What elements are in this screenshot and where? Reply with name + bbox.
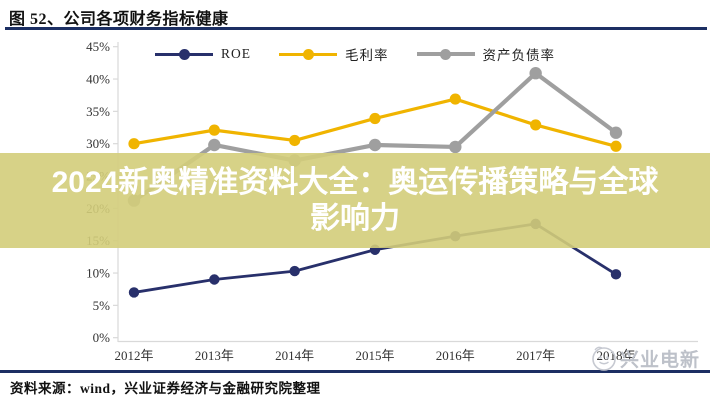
- legend-label: 资产负债率: [482, 48, 555, 63]
- svg-text:2015年: 2015年: [355, 348, 394, 363]
- banner-text-line1: 2024新奥精准资料大全：奥运传播策略与全球: [51, 165, 659, 199]
- figure-title: 图 52、公司各项财务指标健康: [9, 11, 229, 28]
- watermark: 兴业电新: [590, 344, 700, 372]
- banner-text-line2: 影响力: [310, 201, 400, 235]
- chart-legend: ROE 毛利率 资产负债率: [0, 44, 710, 64]
- legend-item-roe: ROE: [155, 46, 251, 62]
- svg-text:0%: 0%: [93, 330, 111, 345]
- svg-text:2012年: 2012年: [114, 348, 153, 363]
- svg-text:5%: 5%: [93, 298, 111, 313]
- gross-margin-line-swatch: [279, 48, 337, 60]
- footer-divider: [0, 370, 710, 373]
- roe-line-swatch: [155, 48, 213, 60]
- svg-text:2017年: 2017年: [516, 348, 555, 363]
- svg-text:10%: 10%: [86, 266, 110, 281]
- debt-ratio-line-swatch: [416, 48, 475, 60]
- svg-text:2013年: 2013年: [195, 348, 234, 363]
- svg-text:2016年: 2016年: [436, 348, 475, 363]
- svg-text:35%: 35%: [86, 104, 110, 119]
- overlay-banner: 2024新奥精准资料大全：奥运传播策略与全球 影响力: [0, 153, 710, 248]
- legend-label: ROE: [221, 46, 251, 61]
- svg-text:30%: 30%: [86, 136, 110, 151]
- legend-label: 毛利率: [345, 48, 389, 63]
- legend-item-gross-margin: 毛利率: [279, 44, 389, 64]
- watermark-text: 兴业电新: [620, 349, 701, 371]
- svg-text:2014年: 2014年: [275, 348, 314, 363]
- legend-item-debt-ratio: 资产负债率: [416, 44, 556, 64]
- svg-text:2018年: 2018年: [596, 348, 635, 363]
- svg-text:40%: 40%: [86, 72, 110, 87]
- source-note: 资料来源：wind，兴业证券经济与金融研究院整理: [10, 381, 321, 396]
- title-underline: [5, 27, 707, 30]
- svg-text:45%: 45%: [86, 39, 110, 54]
- smiley-icon: [592, 346, 616, 371]
